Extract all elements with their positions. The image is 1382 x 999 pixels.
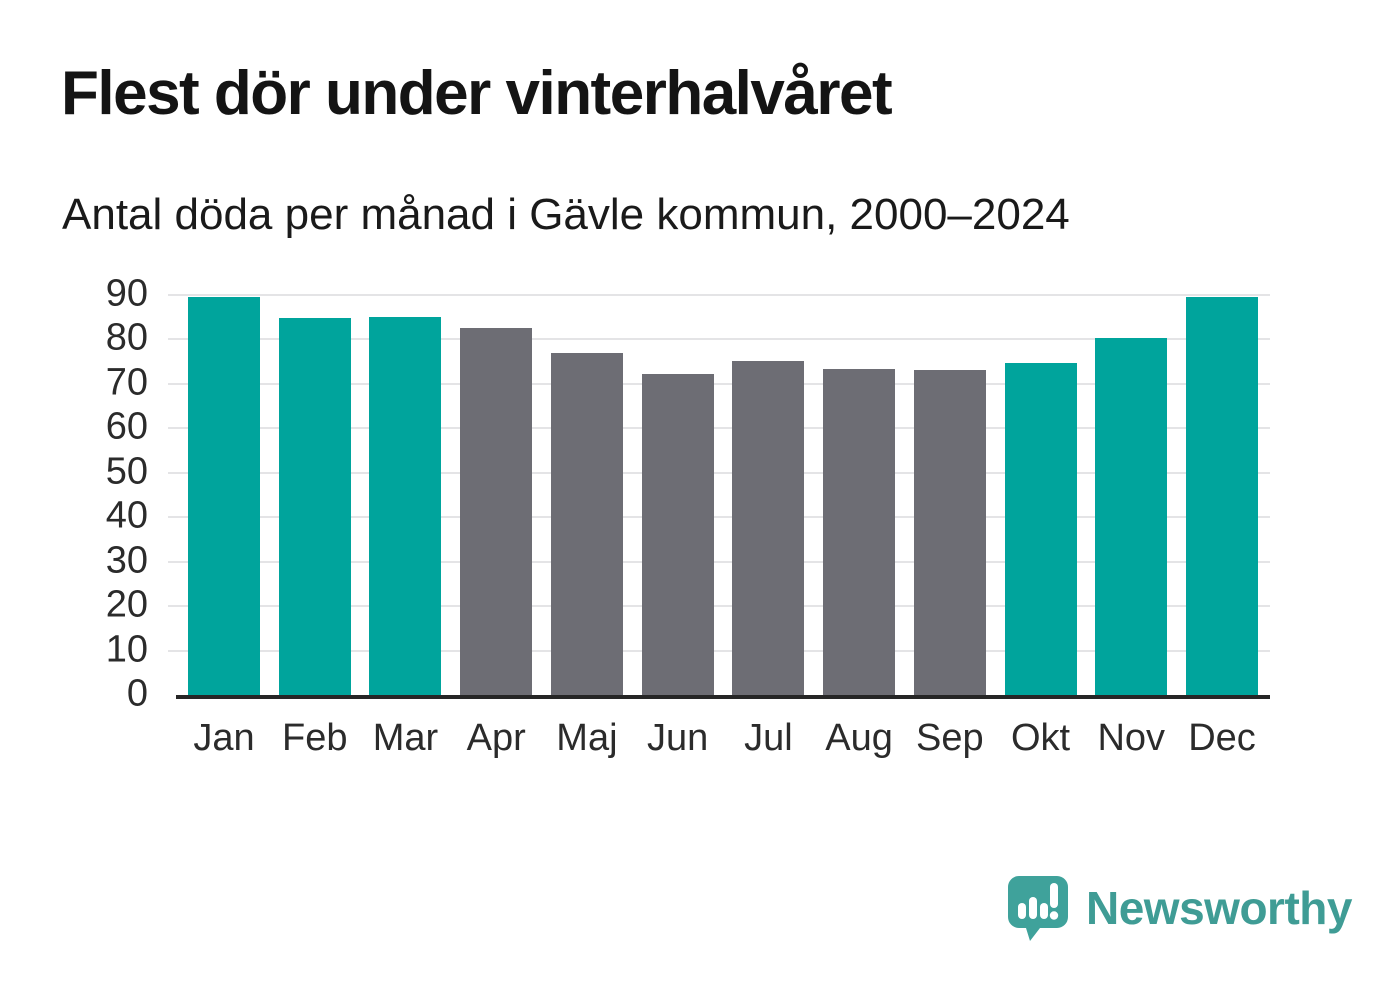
gridline (168, 338, 1270, 341)
bar-sep (913, 370, 986, 695)
gridline (168, 471, 1270, 474)
y-axis-tick-label: 70 (105, 361, 148, 404)
gridline (168, 427, 1270, 430)
y-axis-tick-label: 10 (105, 628, 148, 671)
bar-feb (278, 318, 351, 695)
gridline (168, 382, 1270, 385)
bar-aug (823, 368, 896, 695)
gridline (168, 649, 1270, 652)
bar-mar (369, 316, 442, 695)
bar-dec (1186, 297, 1258, 695)
gridline (168, 294, 1270, 296)
x-axis-tick-label: Maj (556, 717, 618, 759)
bar-jun (641, 374, 714, 695)
y-axis-tick-label: 60 (105, 405, 148, 448)
gridline (168, 516, 1270, 519)
x-axis-tick-label: Mar (372, 717, 439, 759)
bar-maj (550, 352, 623, 695)
bar-jul (732, 360, 805, 695)
x-axis-tick-label: Nov (1097, 717, 1166, 759)
x-axis-tick-label: Aug (825, 717, 893, 759)
x-axis-tick-label: Jan (193, 717, 255, 759)
x-axis-tick-label: Sep (916, 717, 984, 759)
x-axis-tick-label: Dec (1188, 717, 1256, 759)
gridline (168, 560, 1270, 563)
bar-okt (1004, 363, 1077, 695)
x-axis-tick-label: Feb (281, 717, 348, 759)
newsworthy-logo: Newsworthy (1006, 874, 1352, 942)
y-axis-tick-label: 50 (105, 450, 148, 493)
y-axis-tick-label: 80 (105, 317, 148, 360)
page-title: Flest dör under vinterhalvåret (61, 59, 893, 128)
y-axis-tick-label: 20 (105, 583, 148, 626)
y-axis-tick-label: 90 (105, 272, 148, 315)
y-axis-tick-label: 0 (126, 672, 148, 715)
x-axis-tick-label: Okt (1010, 717, 1071, 759)
y-axis-tick-label: 40 (105, 494, 148, 537)
plot-area: 0 10 20 30 40 50 60 70 80 90 Jan Feb Mar Apr Maj Jun Jul… (106, 273, 1270, 759)
bar-nov (1095, 338, 1168, 695)
x-axis-tick-label: Jul (744, 717, 793, 759)
x-axis-tick-label: Apr (466, 717, 526, 759)
gridline (168, 605, 1270, 608)
newsworthy-logo-icon (1006, 874, 1070, 942)
bar-apr (460, 328, 533, 695)
page-subtitle: Antal döda per månad i Gävle kommun, 200… (62, 190, 1070, 239)
x-axis-tick-label: Jun (646, 717, 709, 759)
newsworthy-logo-text: Newsworthy (1086, 882, 1352, 934)
y-axis-tick-label: 30 (105, 539, 148, 582)
bar-jan (188, 296, 260, 695)
